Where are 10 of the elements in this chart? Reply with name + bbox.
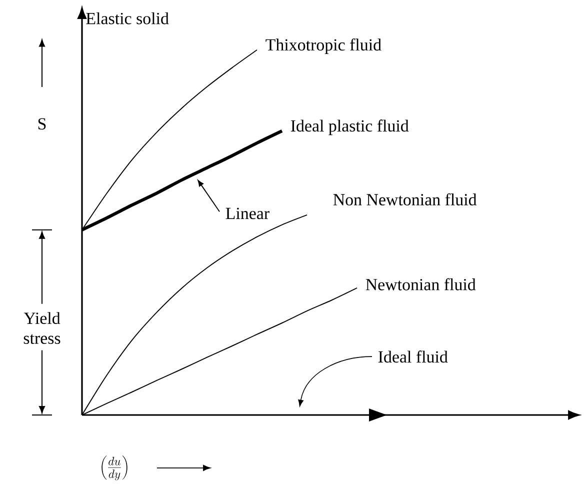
- annotation: Linear: [226, 208, 270, 220]
- series-label: Non Newtonian fluid: [333, 193, 477, 206]
- text: Elastic solid: [86, 12, 169, 24]
- text: Ideal fluid: [378, 350, 448, 363]
- x-axis-title: $\left(\frac{du}{dy}\right)$: [102, 456, 128, 480]
- series-label: Thixotropic fluid: [266, 38, 382, 54]
- y-axis-title: S: [38, 118, 46, 130]
- text: Yield stress: [24, 312, 60, 344]
- series-label: Ideal plastic fluid: [290, 120, 409, 136]
- series-label: Newtonian fluid: [366, 278, 476, 290]
